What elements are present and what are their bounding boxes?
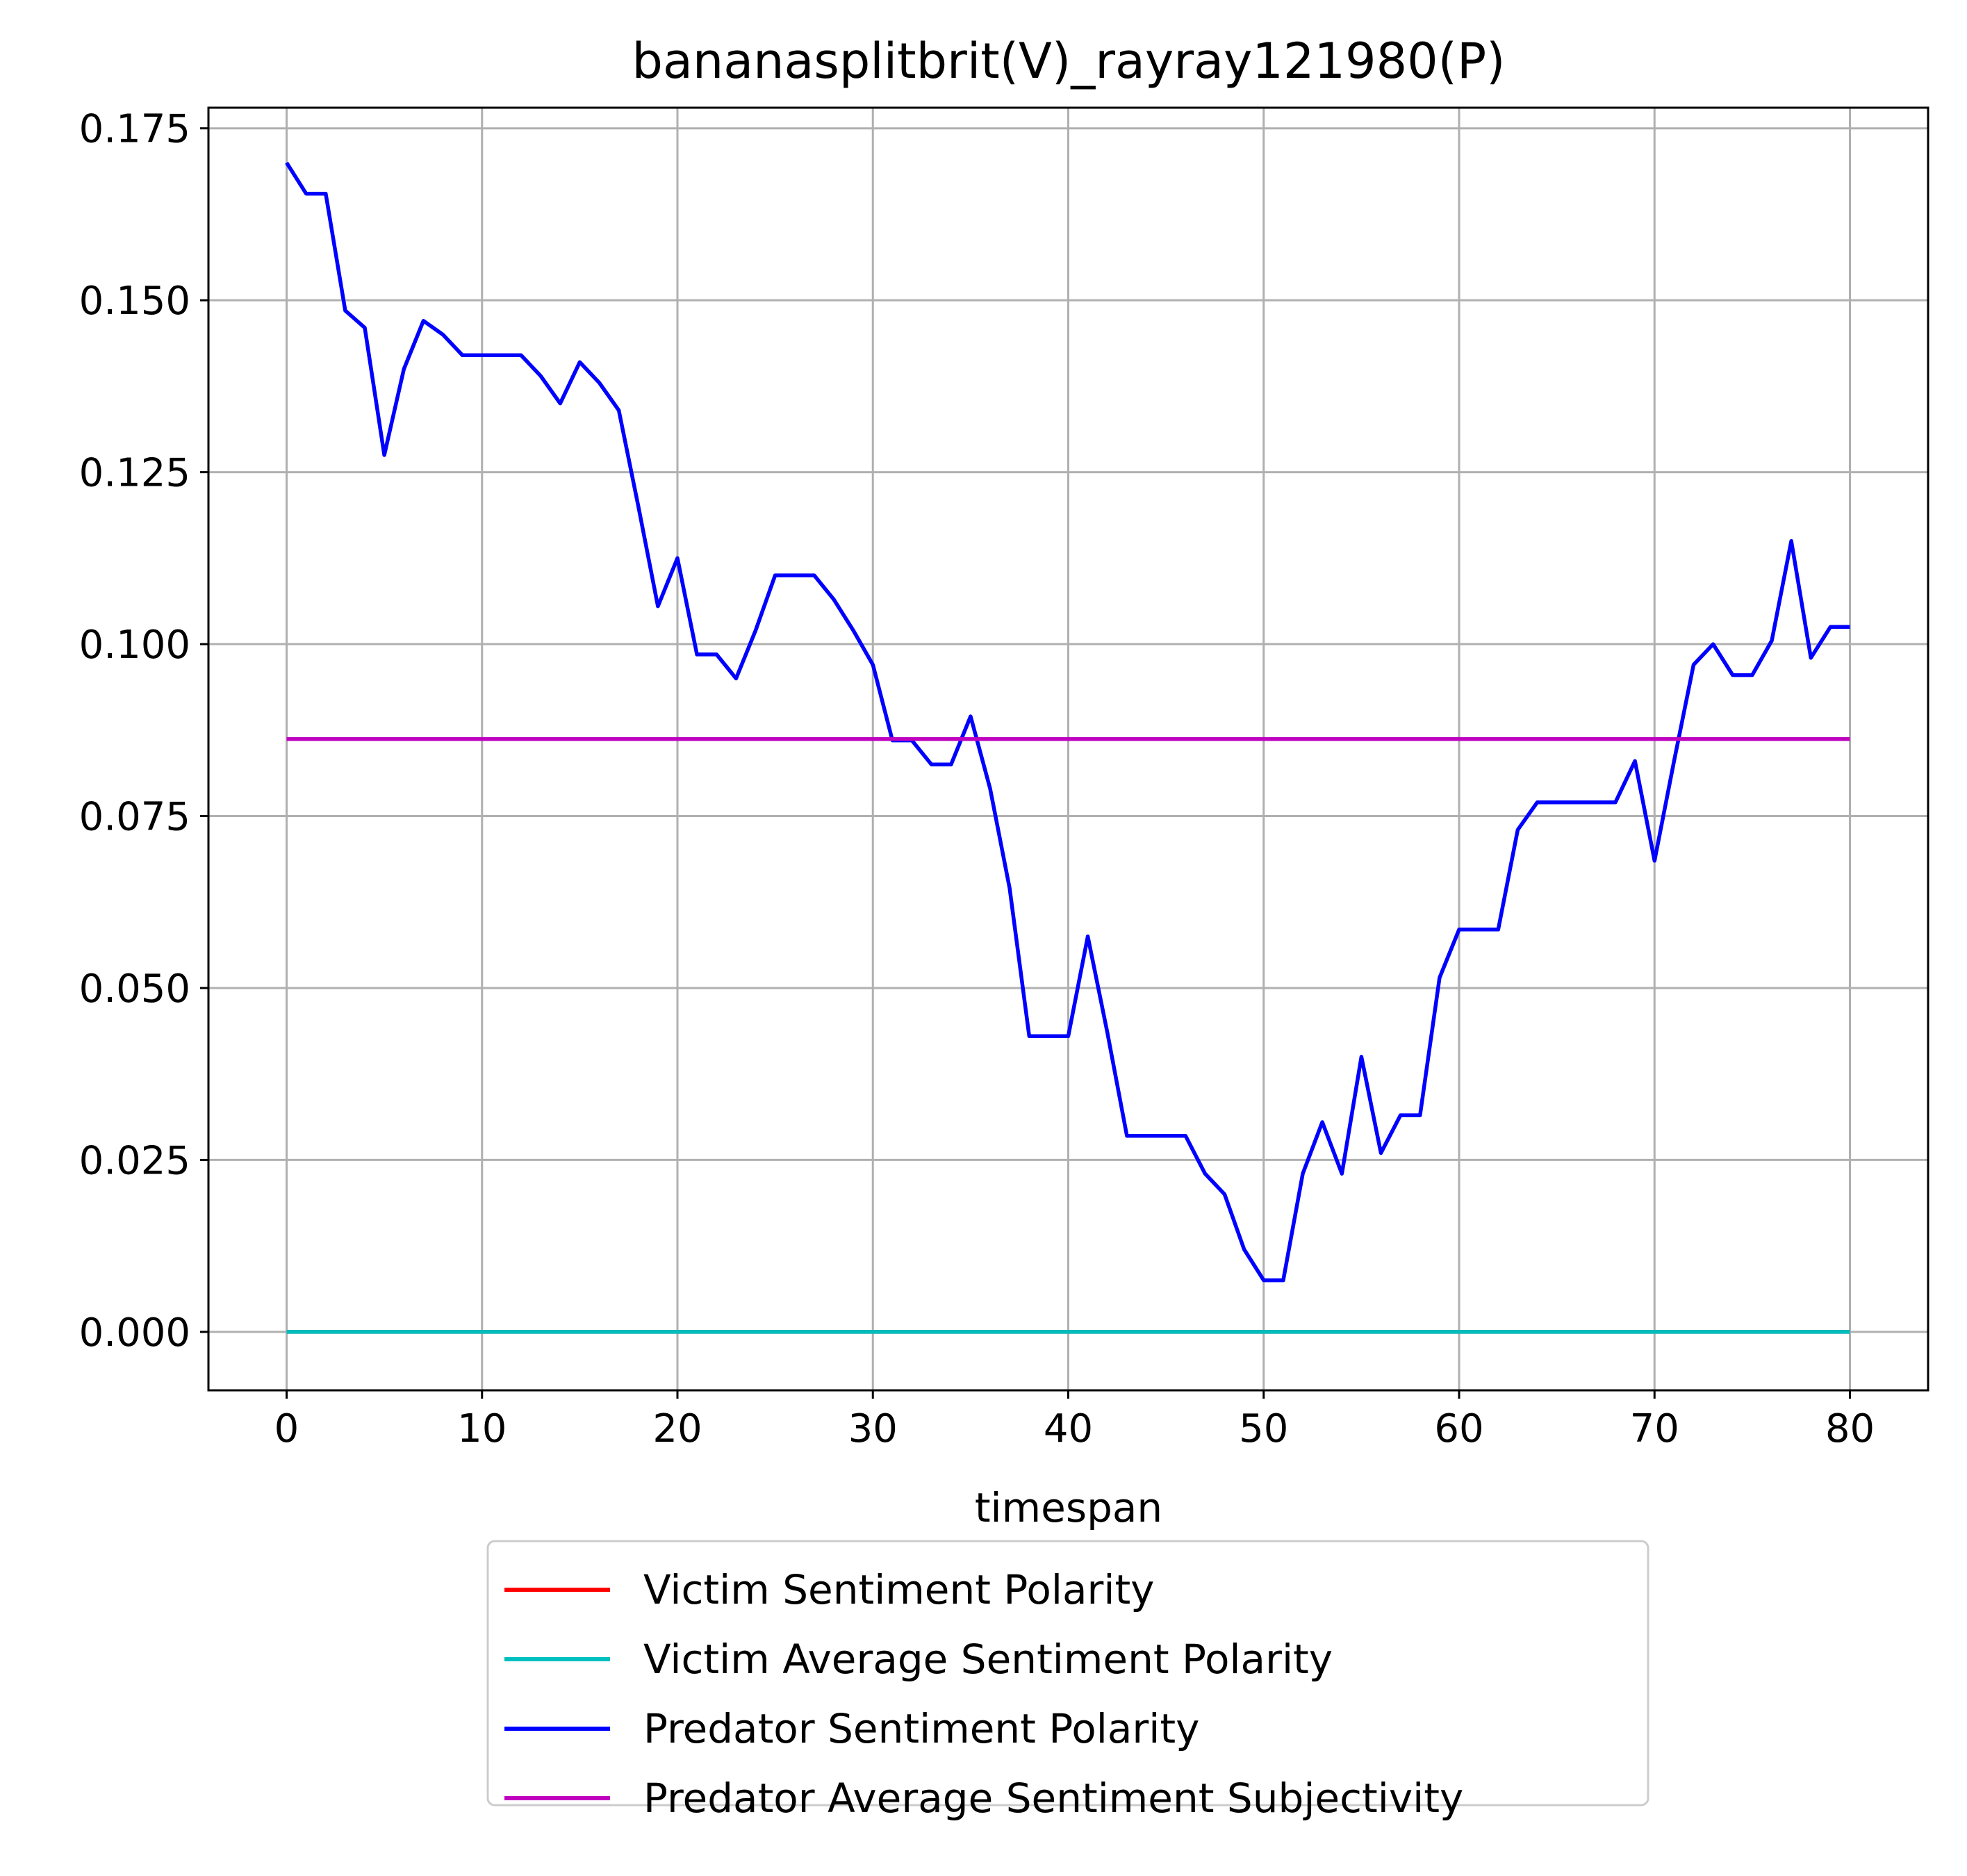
- y-tick-label: 0.100: [79, 623, 190, 668]
- y-tick-label: 0.125: [79, 451, 190, 496]
- x-tick-label: 40: [1044, 1406, 1093, 1451]
- legend-label-1: Victim Average Sentiment Polarity: [643, 1636, 1333, 1683]
- legend-frame: [486, 1540, 1649, 1807]
- y-tick-label: 0.050: [79, 966, 190, 1012]
- legend-label-3: Predator Average Sentiment Subjectivity: [643, 1775, 1463, 1822]
- x-tick-label: 20: [652, 1406, 702, 1451]
- legend-label-0: Victim Sentiment Polarity: [643, 1566, 1155, 1613]
- legend-label-2: Predator Sentiment Polarity: [643, 1705, 1199, 1752]
- axis-ticks: 0 10 20 30 40 50 60 70 80 0.000 0.025 0.050 0.075 0.1…: [79, 107, 1875, 1451]
- y-tick-label: 0.075: [79, 795, 190, 840]
- y-tick-label: 0.150: [79, 279, 190, 324]
- x-tick-label: 10: [457, 1406, 507, 1451]
- x-tick-label: 0: [274, 1406, 299, 1451]
- x-tick-label: 50: [1239, 1406, 1288, 1451]
- y-tick-label: 0.175: [79, 107, 190, 152]
- series-line-2: [285, 161, 1850, 1283]
- series-layer: [285, 161, 1850, 1334]
- x-axis-label: timespan: [975, 1484, 1162, 1531]
- x-tick-label: 60: [1434, 1406, 1483, 1451]
- chart-title: bananasplitbrit(V)_rayray121980(P): [632, 33, 1506, 90]
- legend: Victim Sentiment Polarity Victim Average …: [486, 1540, 1649, 1822]
- x-tick-label: 70: [1630, 1406, 1679, 1451]
- x-tick-label: 80: [1825, 1406, 1875, 1451]
- y-tick-label: 0.025: [79, 1138, 190, 1183]
- x-tick-label: 30: [848, 1406, 898, 1451]
- y-tick-label: 0.000: [79, 1310, 190, 1356]
